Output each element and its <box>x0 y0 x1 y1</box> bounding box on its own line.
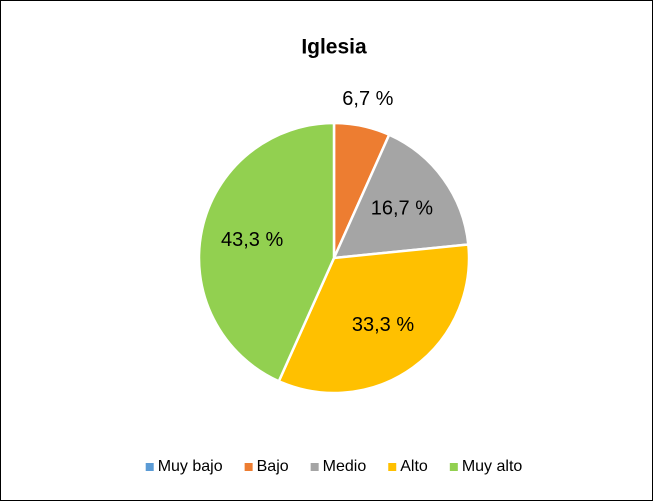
legend-label: Muy alto <box>462 458 523 475</box>
legend-swatch <box>145 463 154 471</box>
legend-label: Medio <box>323 458 367 475</box>
legend-label: Bajo <box>257 458 289 475</box>
data-label: 43,3 % <box>221 229 283 251</box>
legend-swatch <box>310 463 319 471</box>
legend-label: Alto <box>400 458 428 475</box>
pie-slice <box>277 243 471 395</box>
data-label: 33,3 % <box>352 314 414 336</box>
pie-slice <box>197 121 336 383</box>
pie-slice <box>331 133 470 260</box>
data-label: 6,7 % <box>342 88 393 110</box>
legend-swatch <box>449 463 458 471</box>
legend-swatch <box>388 463 397 471</box>
chart-title: Iglesia <box>301 36 367 59</box>
data-label: 16,7 % <box>371 197 433 219</box>
legend-swatch <box>244 463 253 471</box>
legend-label: Muy bajo <box>158 458 223 475</box>
